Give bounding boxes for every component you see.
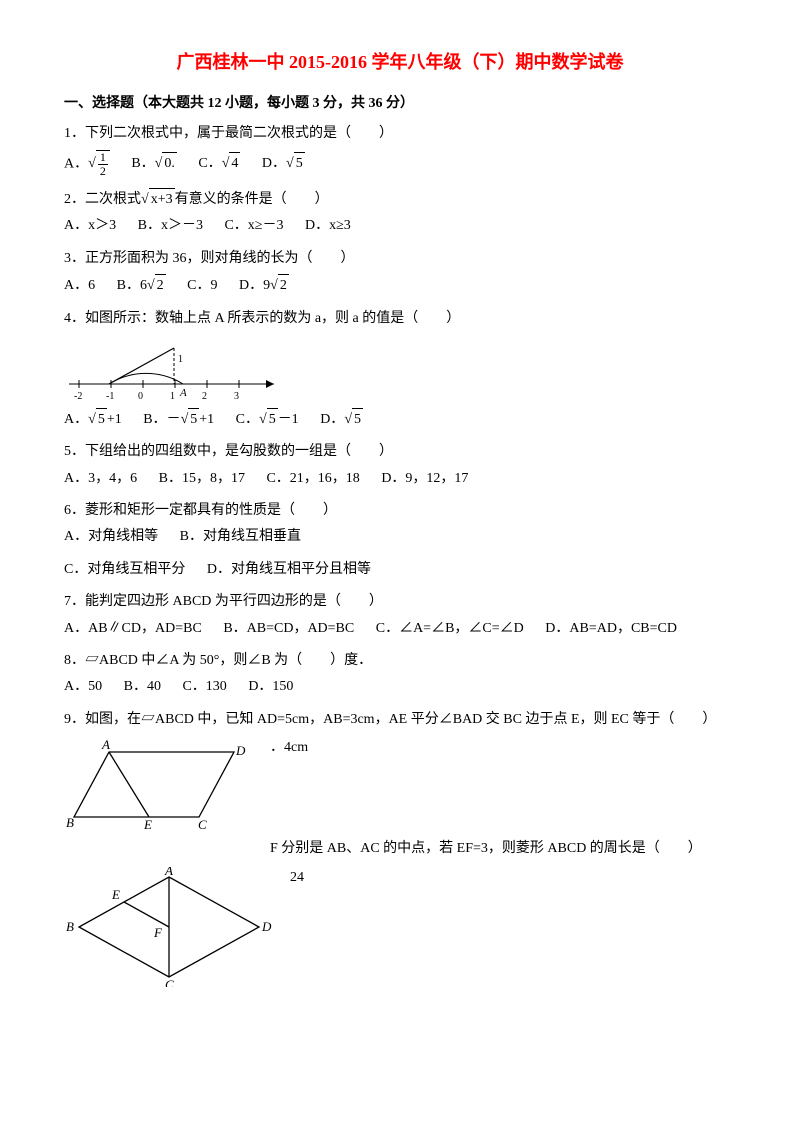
q8-options: A．50 B．40 C．130 D．150 xyxy=(64,676,736,698)
q2-optD: D．x≥3 xyxy=(305,215,351,237)
q4-options: A．5+1 B．－5+1 C．5－1 D．5 xyxy=(64,408,736,431)
q4-figure: -2 -1 0 1 2 3 A 1 xyxy=(64,334,736,404)
svg-text:0: 0 xyxy=(138,391,143,402)
q2-optC: C．x≥－3 xyxy=(224,215,283,237)
q5-optA: A．3，4，6 xyxy=(64,468,137,490)
q9-figure: A D B E C xyxy=(64,737,254,832)
q1-text: 1．下列二次根式中，属于最简二次根式的是（ ） xyxy=(64,123,736,145)
q2-optB: B．x＞－3 xyxy=(138,215,203,237)
q10-opt-text: 24 xyxy=(290,867,736,889)
q5-optC: C．21，16，18 xyxy=(266,468,359,490)
q7-optD: D．AB=AD，CB=CD xyxy=(545,618,677,640)
svg-text:3: 3 xyxy=(234,391,239,402)
q6-optB: B．对角线互相垂直 xyxy=(180,526,301,548)
svg-text:D: D xyxy=(235,743,246,758)
q6-options-2: C．对角线互相平分 D．对角线互相平分且相等 xyxy=(64,559,736,581)
svg-text:E: E xyxy=(111,887,120,902)
q8-optC: C．130 xyxy=(182,676,226,698)
svg-text:-1: -1 xyxy=(106,391,114,402)
q6-optC: C．对角线互相平分 xyxy=(64,559,185,581)
q3-optC: C．9 xyxy=(187,275,217,297)
q4-text: 4．如图所示：数轴上点 A 所表示的数为 a，则 a 的值是（ ） xyxy=(64,308,736,330)
svg-text:-2: -2 xyxy=(74,391,82,402)
svg-text:B: B xyxy=(66,919,74,934)
q4-optC: C．5－1 xyxy=(236,408,299,431)
q2-optA: A．x＞3 xyxy=(64,215,116,237)
q7-options: A．AB∥CD，AD=BC B．AB=CD，AD=BC C．∠A=∠B，∠C=∠… xyxy=(64,618,736,640)
q8-optA: A．50 xyxy=(64,676,102,698)
q1-optA: A．12 xyxy=(64,150,110,178)
section-header: 一、选择题（本大题共 12 小题，每小题 3 分，共 36 分） xyxy=(64,93,736,115)
q10-figure: A B C D E F xyxy=(64,867,274,987)
q3-text: 3．正方形面积为 36，则对角线的长为（ ） xyxy=(64,248,736,270)
q4-optB: B．－5+1 xyxy=(143,408,214,431)
svg-text:E: E xyxy=(143,817,152,832)
q3-optA: A．6 xyxy=(64,275,95,297)
svg-text:1: 1 xyxy=(170,391,175,402)
svg-text:A: A xyxy=(164,867,173,878)
q1-optB: B．0. xyxy=(131,152,177,175)
q6-options: A．对角线相等 B．对角线互相垂直 xyxy=(64,526,736,548)
q9-opt-text: ．4cm xyxy=(270,737,736,759)
q8-optD: D．150 xyxy=(248,676,293,698)
q7-optB: B．AB=CD，AD=BC xyxy=(223,618,354,640)
svg-text:1: 1 xyxy=(178,354,183,365)
q2-text: 2．二次根式x+3有意义的条件是（ ） xyxy=(64,188,736,211)
exam-title: 广西桂林一中 2015-2016 学年八年级（下）期中数学试卷 xyxy=(64,48,736,77)
q5-optB: B．15，8，17 xyxy=(159,468,245,490)
q3-options: A．6 B．62 C．9 D．92 xyxy=(64,274,736,297)
svg-text:D: D xyxy=(261,919,272,934)
svg-text:2: 2 xyxy=(202,391,207,402)
svg-text:A: A xyxy=(179,387,187,399)
q8-optB: B．40 xyxy=(124,676,161,698)
svg-text:F: F xyxy=(153,925,163,940)
q5-optD: D．9，12，17 xyxy=(381,468,468,490)
q6-optD: D．对角线互相平分且相等 xyxy=(207,559,371,581)
svg-text:A: A xyxy=(101,737,110,752)
q1-optC: C．4 xyxy=(198,152,240,175)
q5-text: 5．下组给出的四组数中，是勾股数的一组是（ ） xyxy=(64,441,736,463)
q1-optD: D．5 xyxy=(262,152,305,175)
svg-text:C: C xyxy=(198,817,207,832)
q7-optC: C．∠A=∠B，∠C=∠D xyxy=(376,618,524,640)
q2-options: A．x＞3 B．x＞－3 C．x≥－3 D．x≥3 xyxy=(64,215,736,237)
svg-text:B: B xyxy=(66,815,74,830)
q6-optA: A．对角线相等 xyxy=(64,526,158,548)
q4-optA: A．5+1 xyxy=(64,408,122,431)
q5-options: A．3，4，6 B．15，8，17 C．21，16，18 D．9，12，17 xyxy=(64,468,736,490)
q3-optD: D．92 xyxy=(239,274,289,297)
q7-optA: A．AB∥CD，AD=BC xyxy=(64,618,202,640)
q10-text: F 分别是 AB、AC 的中点，若 EF=3，则菱形 ABCD 的周长是（ ） xyxy=(270,838,736,860)
q3-optB: B．62 xyxy=(117,274,166,297)
q8-text: 8．▱ABCD 中∠A 为 50°，则∠B 为（ ）度． xyxy=(64,650,736,672)
q1-options: A．12 B．0. C．4 D．5 xyxy=(64,150,736,178)
q9-text: 9．如图，在▱ABCD 中，已知 AD=5cm，AB=3cm，AE 平分∠BAD… xyxy=(64,709,736,731)
q4-optD: D．5 xyxy=(320,408,363,431)
q7-text: 7．能判定四边形 ABCD 为平行四边形的是（ ） xyxy=(64,591,736,613)
q6-text: 6．菱形和矩形一定都具有的性质是（ ） xyxy=(64,500,736,522)
svg-text:C: C xyxy=(165,977,174,987)
